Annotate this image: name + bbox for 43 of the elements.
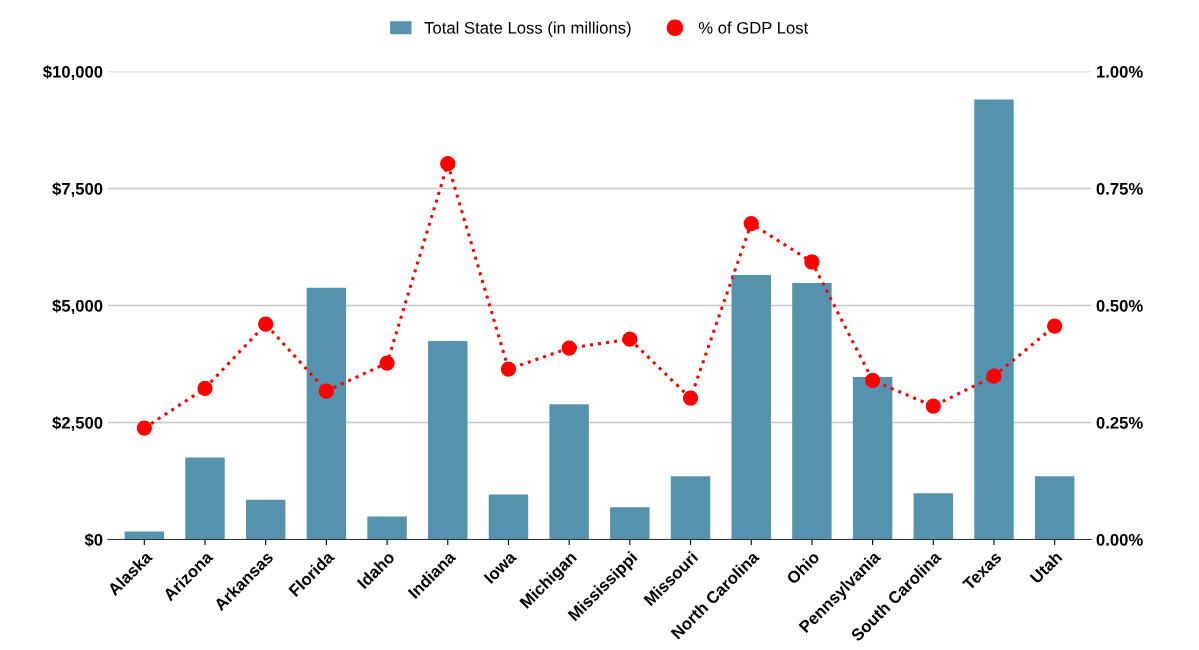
y2-tick-label: 0.75% <box>1096 182 1143 195</box>
bar <box>670 476 711 540</box>
point <box>1047 318 1063 334</box>
point <box>804 254 820 270</box>
bar <box>306 287 347 540</box>
point <box>925 398 941 414</box>
point <box>743 215 759 232</box>
bar <box>792 283 832 540</box>
y-tick-label: $7,500 <box>52 182 103 198</box>
y-tick-label: $10,000 <box>43 65 103 81</box>
bar <box>367 516 407 540</box>
point <box>136 420 152 436</box>
y-tick-label: $0 <box>84 533 103 547</box>
point <box>561 340 577 356</box>
bar <box>245 499 286 540</box>
point <box>864 372 881 389</box>
bar <box>913 493 954 540</box>
point <box>379 355 395 371</box>
legend-label: % of GDP Lost <box>698 21 809 34</box>
bar <box>852 377 893 540</box>
point <box>440 156 456 172</box>
y-tick-label: $2,500 <box>52 416 103 432</box>
legend-label: Total State Loss (in millions) <box>424 21 631 38</box>
bar <box>974 99 1014 540</box>
point <box>682 390 699 406</box>
y-tick-label: $5,000 <box>52 299 103 315</box>
y2-tick-label: 1.00% <box>1097 65 1143 78</box>
bar <box>428 341 468 540</box>
point <box>986 368 1002 384</box>
bar <box>549 404 589 540</box>
bar <box>1034 476 1075 540</box>
y2-tick-label: 0.50% <box>1096 299 1143 312</box>
bar <box>610 507 650 540</box>
bar <box>488 494 529 540</box>
bar <box>185 457 225 540</box>
point <box>197 380 213 396</box>
point <box>318 383 335 399</box>
y2-tick-label: 0.00% <box>1096 533 1143 546</box>
bar <box>731 275 771 540</box>
point <box>258 316 274 332</box>
point <box>500 361 517 377</box>
point <box>622 331 638 347</box>
y2-tick-label: 0.25% <box>1096 416 1143 429</box>
